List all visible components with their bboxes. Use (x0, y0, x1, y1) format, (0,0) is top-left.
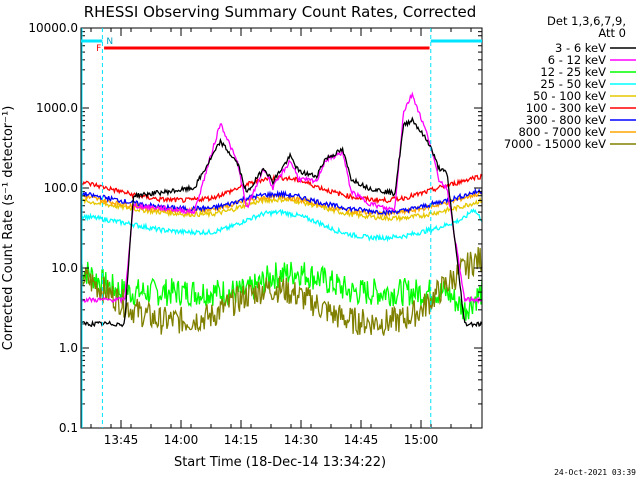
x-tick-label: 14:30 (284, 433, 319, 447)
x-tick-label: 14:45 (344, 433, 379, 447)
series-line-3-6kev (81, 116, 482, 328)
night-flag-label: N (106, 37, 113, 47)
flare-flag-label: F (96, 44, 101, 54)
legend-label: 50 - 100 keV (533, 89, 606, 103)
y-tick-label: 10000.0 (28, 21, 78, 35)
plot-area (81, 91, 482, 336)
legend-label: 6 - 12 keV (548, 53, 606, 67)
series-line-50-100kev (81, 195, 482, 223)
series-line-12-25kev (81, 261, 482, 321)
chart-title: RHESSI Observing Summary Count Rates, Co… (84, 3, 477, 21)
y-tick-label: 0.1 (59, 421, 78, 435)
y-axis-label: Corrected Count Rate (s⁻¹ detector⁻¹) (1, 106, 16, 351)
legend-label: 25 - 50 keV (540, 77, 606, 91)
series-line-25-50kev (81, 208, 482, 243)
y-tick-label: 10.0 (51, 261, 78, 275)
legend-header: Att 0 (598, 26, 626, 40)
legend-label: 100 - 300 keV (526, 101, 606, 115)
legend-header: Det 1,3,6,7,9, (547, 14, 626, 28)
x-tick-label: 14:15 (224, 433, 259, 447)
y-tick-label: 1.0 (59, 341, 78, 355)
x-tick-label: 15:00 (404, 433, 439, 447)
legend-label: 12 - 25 keV (540, 65, 606, 79)
legend-label: 300 - 800 keV (526, 113, 606, 127)
series-line-100-300kev (81, 173, 482, 205)
legend-label: 7000 - 15000 keV (504, 137, 606, 151)
x-tick-label: 13:45 (104, 433, 139, 447)
series-line-300-800kev (81, 187, 482, 216)
y-tick-label: 100.0 (44, 181, 78, 195)
legend-label: 3 - 6 keV (555, 41, 606, 55)
y-tick-label: 1000.0 (36, 101, 78, 115)
plot-frame (80, 27, 483, 429)
x-axis: 13:45 14:00 14:15 14:30 14:45 15:00 (90, 28, 472, 447)
x-tick-label: 14:00 (164, 433, 199, 447)
x-axis-label: Start Time (18-Dec-14 13:34:22) (174, 455, 386, 470)
y-axis: 10000.0 1000.0 100.0 10.0 1.0 0.1 (28, 21, 482, 435)
timestamp: 24-Oct-2021 03:39 (554, 468, 636, 477)
series-line-6-12kev (81, 91, 482, 305)
legend-label: 800 - 7000 keV (518, 125, 606, 139)
series-line-7000-15000kev (81, 247, 482, 336)
